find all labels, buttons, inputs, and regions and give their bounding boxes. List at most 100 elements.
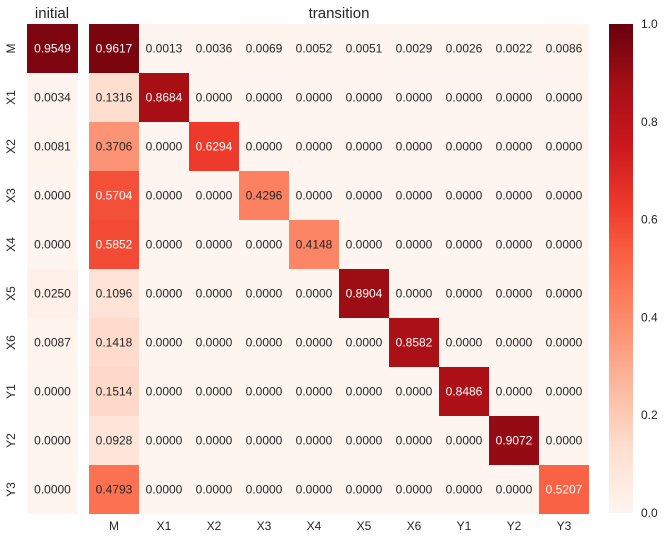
transition-y2-x6-cell xyxy=(389,416,439,465)
row-label-y2: Y2 xyxy=(4,433,18,448)
transition-x6-y2-value: 0.0000 xyxy=(496,336,533,350)
initial-m-value: 0.9549 xyxy=(34,42,71,56)
transition-y3-y3-cell xyxy=(539,465,589,514)
transition-y3-x3-cell xyxy=(239,465,289,514)
row-label-y1: Y1 xyxy=(4,384,18,399)
transition-x3-y2-cell xyxy=(489,171,539,220)
transition-x5-y2-value: 0.0000 xyxy=(496,287,533,301)
row-label-x4: X4 xyxy=(4,237,18,252)
transition-x5-m-value: 0.1096 xyxy=(96,287,133,301)
transition-y1-x5-cell xyxy=(339,367,389,416)
initial-x4-cell xyxy=(27,220,78,269)
transition-x1-x3-value: 0.0000 xyxy=(246,91,283,105)
transition-x2-x6-cell xyxy=(389,122,439,171)
transition-x3-x1-cell xyxy=(139,171,189,220)
transition-x2-x6-value: 0.0000 xyxy=(396,140,433,154)
initial-x3-value: 0.0000 xyxy=(34,189,71,203)
transition-x5-x2-value: 0.0000 xyxy=(196,287,233,301)
transition-x5-y3-cell xyxy=(539,269,589,318)
transition-x4-y2-cell xyxy=(489,220,539,269)
transition-y2-x2-value: 0.0000 xyxy=(196,434,233,448)
initial-y2-value: 0.0000 xyxy=(34,434,71,448)
transition-y2-x2-cell xyxy=(189,416,239,465)
colorbar-tick: 0.6 xyxy=(641,213,658,227)
transition-y3-x1-cell xyxy=(139,465,189,514)
transition-y1-y1-cell xyxy=(439,367,489,416)
initial-x2-cell xyxy=(27,122,78,171)
initial-x5-cell xyxy=(27,269,78,318)
transition-y1-y2-value: 0.0000 xyxy=(496,385,533,399)
transition-heatmap: 0.9617 0.0013 0.0036 0.0069 0.0052 0.0051 0.00… xyxy=(89,24,589,514)
row-label-x1: X1 xyxy=(4,90,18,105)
transition-y3-y3-value: 0.5207 xyxy=(546,483,583,497)
transition-x1-x5-value: 0.0000 xyxy=(346,91,383,105)
transition-y2-x1-value: 0.0000 xyxy=(146,434,183,448)
transition-y3-m-cell xyxy=(89,465,139,514)
transition-m-y2-value: 0.0022 xyxy=(496,42,533,56)
colorbar-tick: 0.0 xyxy=(641,506,658,520)
initial-m-cell xyxy=(27,24,78,73)
transition-x1-x2-cell xyxy=(189,73,239,122)
transition-y1-x3-value: 0.0000 xyxy=(246,385,283,399)
transition-x1-x4-cell xyxy=(289,73,339,122)
transition-x2-x1-value: 0.0000 xyxy=(146,140,183,154)
transition-x3-y2-value: 0.0000 xyxy=(496,189,533,203)
transition-x2-y1-value: 0.0000 xyxy=(446,140,483,154)
transition-m-m-cell xyxy=(89,24,139,73)
transition-y1-y1-value: 0.8486 xyxy=(446,385,483,399)
initial-x1-cell xyxy=(27,73,78,122)
transition-x4-y2-value: 0.0000 xyxy=(496,238,533,252)
transition-x1-m-cell xyxy=(89,73,139,122)
transition-x1-x4-value: 0.0000 xyxy=(296,91,333,105)
initial-x2-value: 0.0081 xyxy=(34,140,71,154)
transition-x4-x4-value: 0.4148 xyxy=(296,238,333,252)
transition-y3-y1-cell xyxy=(439,465,489,514)
transition-x5-x3-value: 0.0000 xyxy=(246,287,283,301)
transition-x2-y2-value: 0.0000 xyxy=(496,140,533,154)
transition-x4-y3-cell xyxy=(539,220,589,269)
initial-x4-value: 0.0000 xyxy=(34,238,71,252)
transition-x4-y1-value: 0.0000 xyxy=(446,238,483,252)
transition-x3-x5-cell xyxy=(339,171,389,220)
transition-x6-y1-cell xyxy=(439,318,489,367)
transition-x2-x3-cell xyxy=(239,122,289,171)
transition-x3-x6-value: 0.0000 xyxy=(396,189,433,203)
transition-x4-x2-cell xyxy=(189,220,239,269)
transition-x6-y3-cell xyxy=(539,318,589,367)
transition-x3-y1-value: 0.0000 xyxy=(446,189,483,203)
initial-y3-cell xyxy=(27,465,78,514)
column-label-y3: Y3 xyxy=(557,519,572,533)
transition-y2-y1-cell xyxy=(439,416,489,465)
transition-y2-x3-cell xyxy=(239,416,289,465)
transition-x1-x6-cell xyxy=(389,73,439,122)
transition-y1-y2-cell xyxy=(489,367,539,416)
transition-m-x1-value: 0.0013 xyxy=(146,42,183,56)
transition-x4-m-value: 0.5852 xyxy=(96,238,133,252)
transition-x1-y3-cell xyxy=(539,73,589,122)
transition-x6-x3-cell xyxy=(239,318,289,367)
transition-x6-x1-cell xyxy=(139,318,189,367)
transition-m-y3-cell xyxy=(539,24,589,73)
transition-x6-m-cell xyxy=(89,318,139,367)
transition-x6-x4-value: 0.0000 xyxy=(296,336,333,350)
transition-y3-x2-cell xyxy=(189,465,239,514)
transition-x1-y1-cell xyxy=(439,73,489,122)
transition-x2-y2-cell xyxy=(489,122,539,171)
transition-x5-x4-cell xyxy=(289,269,339,318)
column-label-x3: X3 xyxy=(257,519,272,533)
initial-y2-cell xyxy=(27,416,78,465)
transition-x6-x1-value: 0.0000 xyxy=(146,336,183,350)
transition-m-x2-cell xyxy=(189,24,239,73)
transition-x2-x4-value: 0.0000 xyxy=(296,140,333,154)
transition-m-x1-cell xyxy=(139,24,189,73)
transition-x3-x4-value: 0.0000 xyxy=(296,189,333,203)
transition-y3-x4-value: 0.0000 xyxy=(296,483,333,497)
transition-x2-y3-value: 0.0000 xyxy=(546,140,583,154)
transition-y3-x2-value: 0.0000 xyxy=(196,483,233,497)
transition-y1-x3-cell xyxy=(239,367,289,416)
transition-x3-m-cell xyxy=(89,171,139,220)
transition-x4-x4-cell xyxy=(289,220,339,269)
transition-x4-x6-value: 0.0000 xyxy=(396,238,433,252)
transition-x2-y1-cell xyxy=(439,122,489,171)
transition-m-x5-value: 0.0051 xyxy=(346,42,383,56)
